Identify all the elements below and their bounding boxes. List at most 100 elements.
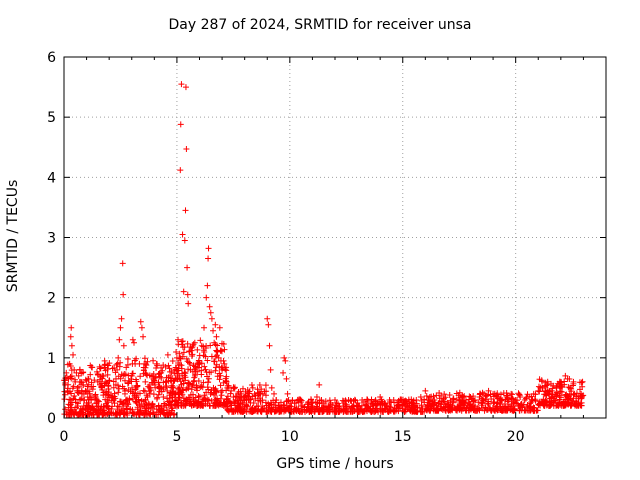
data-point — [234, 390, 241, 397]
data-point — [401, 408, 408, 415]
data-point — [204, 373, 211, 380]
data-point — [280, 369, 287, 376]
data-point — [142, 378, 149, 385]
data-point — [335, 405, 342, 412]
data-point — [332, 396, 338, 403]
data-point — [146, 384, 153, 391]
data-point — [548, 394, 555, 401]
data-point — [421, 396, 428, 403]
data-point — [448, 406, 455, 413]
data-point — [228, 402, 235, 409]
data-point — [108, 405, 115, 412]
data-point — [566, 384, 573, 391]
data-point — [104, 391, 111, 398]
data-point — [75, 372, 82, 379]
data-point — [322, 402, 329, 409]
data-point — [178, 338, 185, 345]
data-point — [75, 383, 82, 390]
data-point — [189, 381, 196, 388]
data-point — [379, 407, 386, 414]
data-point — [181, 372, 188, 379]
data-point — [285, 397, 292, 404]
data-point — [467, 405, 474, 412]
data-point — [115, 385, 122, 392]
data-point — [111, 390, 118, 397]
data-point — [576, 379, 583, 386]
data-point — [577, 400, 584, 407]
data-point — [220, 402, 227, 409]
data-point — [453, 407, 460, 414]
data-point — [198, 383, 205, 390]
data-point — [413, 408, 420, 415]
data-point — [112, 375, 119, 382]
data-point — [128, 372, 135, 379]
data-point — [361, 408, 368, 415]
data-point — [142, 407, 149, 414]
data-point — [152, 374, 159, 381]
data-point — [97, 365, 104, 372]
data-point — [83, 377, 90, 384]
data-point — [191, 400, 198, 407]
data-point — [164, 388, 171, 395]
data-point — [119, 383, 126, 390]
data-point — [137, 373, 144, 380]
data-point — [141, 355, 148, 362]
data-point — [137, 407, 144, 414]
data-point — [90, 411, 97, 418]
data-point — [423, 406, 430, 413]
data-point — [223, 378, 230, 385]
data-point — [83, 399, 90, 406]
data-point — [457, 394, 464, 401]
data-point — [354, 399, 361, 406]
data-point — [254, 408, 261, 415]
data-point — [570, 391, 577, 398]
data-point — [176, 361, 183, 368]
data-point — [407, 407, 414, 414]
data-point — [532, 397, 539, 404]
data-point — [121, 390, 128, 397]
data-point — [163, 382, 170, 389]
data-point — [187, 398, 194, 405]
data-point — [282, 407, 289, 414]
data-point — [85, 381, 92, 388]
data-point — [401, 398, 408, 405]
data-point — [255, 391, 262, 398]
data-point — [103, 402, 110, 409]
data-point — [304, 399, 311, 406]
data-point — [262, 392, 269, 399]
data-point — [282, 357, 289, 364]
data-point — [204, 384, 211, 391]
data-point — [109, 365, 116, 372]
data-point — [133, 399, 140, 406]
data-point — [174, 402, 181, 409]
data-point — [276, 402, 283, 409]
data-point — [185, 300, 192, 307]
data-point — [182, 397, 189, 404]
data-point — [140, 333, 147, 340]
data-point — [201, 395, 208, 402]
data-point — [472, 396, 479, 403]
data-point — [180, 380, 187, 387]
data-point — [517, 401, 524, 408]
data-point — [74, 403, 81, 410]
data-point — [162, 363, 169, 370]
data-point — [187, 391, 194, 398]
data-point — [449, 402, 456, 409]
data-point — [158, 388, 165, 395]
data-point — [371, 408, 378, 415]
data-point — [80, 369, 87, 376]
data-point — [309, 402, 316, 409]
data-point — [132, 360, 139, 367]
data-point — [540, 402, 547, 409]
data-point — [318, 396, 325, 403]
data-point — [142, 397, 149, 404]
data-point — [203, 294, 210, 301]
data-point — [458, 399, 465, 406]
data-point — [106, 377, 113, 384]
data-point — [177, 167, 184, 174]
data-point — [341, 399, 348, 406]
data-point — [127, 388, 134, 395]
data-point — [115, 373, 122, 380]
data-point — [212, 385, 219, 392]
data-point — [116, 403, 123, 410]
